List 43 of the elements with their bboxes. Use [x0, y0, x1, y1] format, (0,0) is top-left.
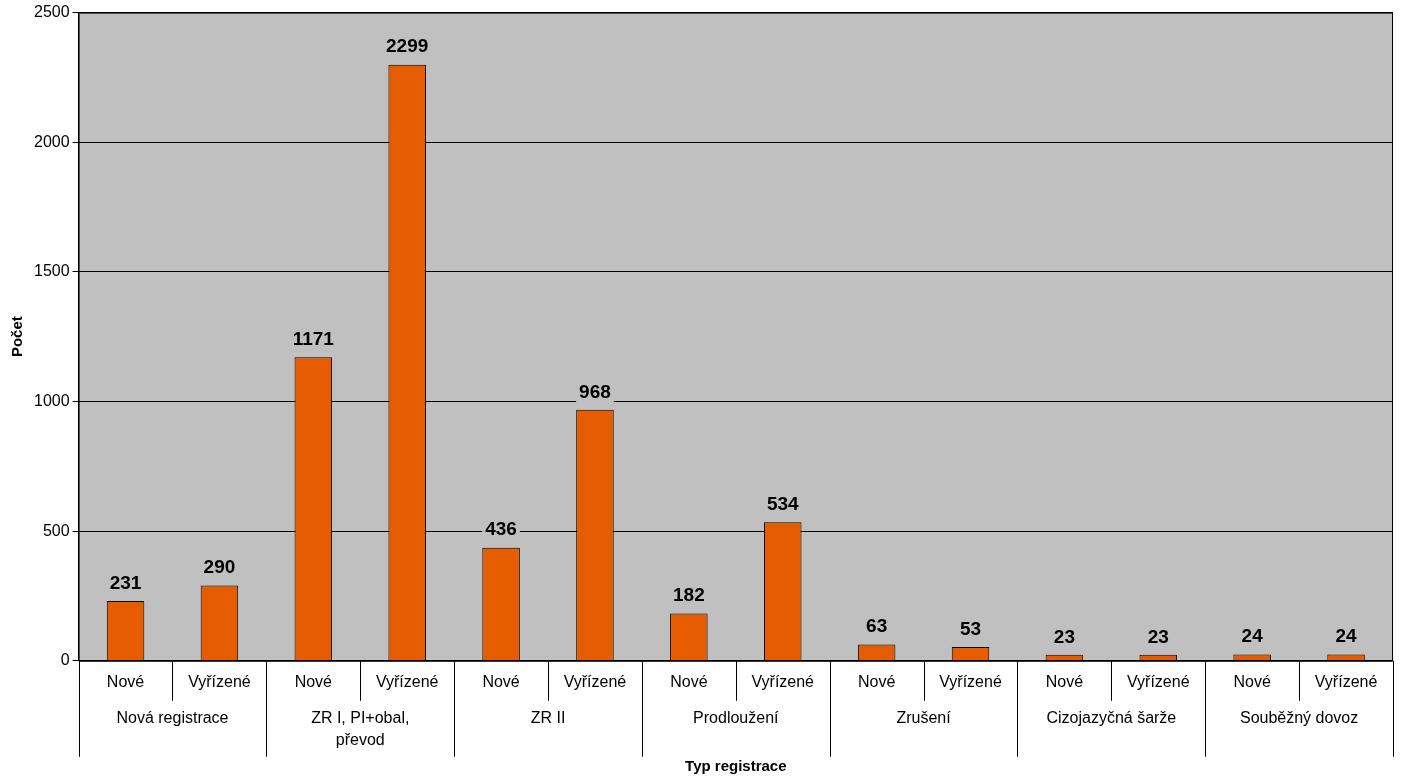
x-tick-label: Nové: [1045, 672, 1084, 690]
data-label: 24: [1241, 625, 1264, 647]
x-tick-label: Nové: [294, 672, 333, 690]
data-label: 1171: [292, 327, 335, 349]
data-label: 290: [203, 556, 236, 578]
data-label: 23: [1053, 625, 1075, 647]
y-tick-label: 2000: [34, 132, 70, 150]
data-label: 231: [109, 571, 142, 593]
data-label: 436: [485, 518, 517, 540]
x-tick-label: Vyřízené: [1127, 672, 1190, 690]
y-tick-label: 2500: [34, 3, 70, 21]
data-label: 63: [866, 615, 888, 637]
y-tick-label: 1000: [34, 391, 70, 409]
y-tick-label: 0: [60, 651, 70, 669]
x-tick-label: Nové: [857, 672, 896, 690]
data-label: 2299: [386, 35, 429, 57]
data-label: 968: [579, 380, 611, 402]
x-tick-label: Vyřízené: [188, 672, 251, 690]
y-tick-label: 500: [42, 521, 70, 539]
data-label: 53: [959, 617, 982, 639]
y-tick-label: 1500: [34, 262, 70, 280]
x-tick-label: Nové: [482, 672, 520, 690]
x-axis-title: Typ registrace: [685, 757, 787, 775]
text: Zrušení: [896, 709, 952, 727]
x-tick-label: Nové: [1233, 672, 1271, 690]
x-tick-label: Vyřízené: [939, 672, 1002, 690]
x-tick-label: Vyřízené: [375, 672, 439, 690]
text: Souběžný dovoz: [1239, 709, 1359, 727]
data-label: 534: [766, 493, 800, 515]
x-tick-label: Vyřízené: [1314, 672, 1378, 690]
x-tick-label: Vyřízené: [751, 672, 815, 690]
data-label: 23: [1147, 625, 1169, 647]
data-label: 182: [673, 584, 705, 606]
text: ZR I, PI+obal, převod: [311, 709, 410, 749]
x-tick-label: Vyřízené: [563, 672, 627, 690]
text: ZR II: [530, 709, 566, 727]
x-tick-label: Nové: [670, 672, 708, 690]
text: Nová registrace: [116, 709, 229, 727]
text: Cizojazyčná šarže: [1046, 709, 1177, 727]
data-label: 24: [1335, 625, 1358, 647]
text: Prodloužení: [693, 709, 780, 727]
x-tick-label: Nové: [106, 672, 145, 690]
y-axis-title: Počet: [8, 316, 26, 358]
